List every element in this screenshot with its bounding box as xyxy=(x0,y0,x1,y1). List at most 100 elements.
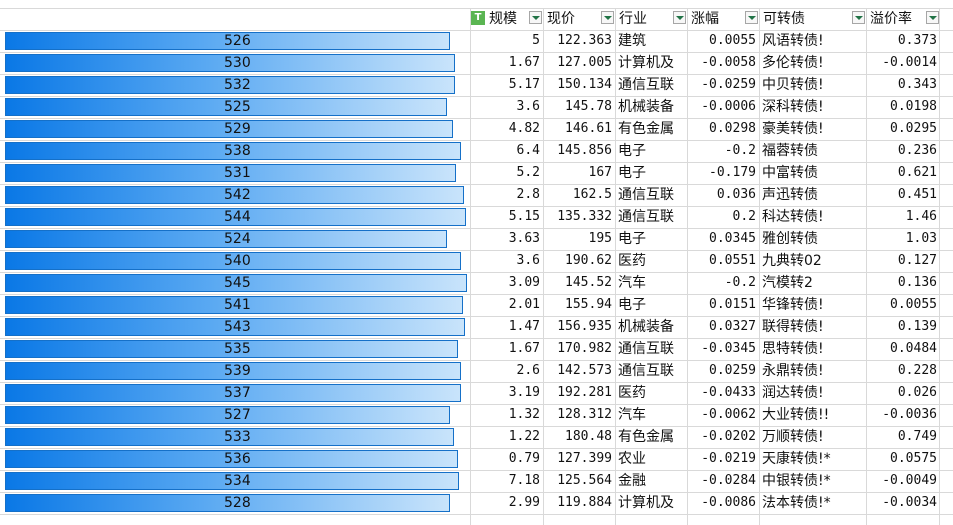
table-row[interactable]: 540 3.6 190.62 医药 0.0551 九典转02 0.127 xyxy=(0,250,953,272)
cell-bond[interactable]: 大业转债!! xyxy=(762,407,830,423)
cell-price[interactable]: 170.982 xyxy=(557,341,612,356)
cell-change[interactable]: -0.0202 xyxy=(701,429,756,444)
table-row[interactable]: 528 2.99 119.884 计算机及 -0.0086 法本转债!* -0.0034 xyxy=(0,492,953,514)
cell-industry[interactable]: 金融 xyxy=(618,473,646,489)
cell-change[interactable]: 0.0551 xyxy=(709,253,756,268)
cell-size[interactable]: 3.6 xyxy=(516,253,540,268)
table-row[interactable]: 538 6.4 145.856 电子 -0.2 福蓉转债 0.236 xyxy=(0,140,953,162)
table-row[interactable]: 529 4.82 146.61 有色金属 0.0298 豪美转债! 0.0295 xyxy=(0,118,953,140)
cell-size[interactable]: 5 xyxy=(532,33,540,48)
cell-bond[interactable]: 深科转债! xyxy=(762,99,824,115)
cell-premium[interactable]: 0.749 xyxy=(897,429,937,444)
cell-premium[interactable]: 0.343 xyxy=(897,77,937,92)
filter-dropdown-icon[interactable] xyxy=(529,11,542,24)
cell-size[interactable]: 1.47 xyxy=(508,319,540,334)
cell-industry[interactable]: 汽车 xyxy=(618,407,646,423)
cell-industry[interactable]: 机械装备 xyxy=(618,99,674,115)
cell-change[interactable]: -0.0062 xyxy=(701,407,756,422)
cell-price[interactable]: 162.5 xyxy=(572,187,612,202)
cell-bond[interactable]: 中富转债 xyxy=(762,165,818,181)
cell-size[interactable]: 0.79 xyxy=(508,451,540,466)
cell-premium[interactable]: 0.136 xyxy=(897,275,937,290)
cell-price[interactable]: 127.399 xyxy=(557,451,612,466)
cell-premium[interactable]: 0.0575 xyxy=(890,451,937,466)
cell-price[interactable]: 150.134 xyxy=(557,77,612,92)
cell-change[interactable]: 0.0327 xyxy=(709,319,756,334)
cell-size[interactable]: 3.09 xyxy=(508,275,540,290)
cell-size[interactable]: 1.32 xyxy=(508,407,540,422)
cell-industry[interactable]: 建筑 xyxy=(618,33,646,49)
cell-size[interactable]: 3.6 xyxy=(516,99,540,114)
cell-price[interactable]: 125.564 xyxy=(557,473,612,488)
column-header-change[interactable]: 涨幅 xyxy=(688,8,759,30)
cell-premium[interactable]: 0.236 xyxy=(897,143,937,158)
cell-bond[interactable]: 汽模转2 xyxy=(762,275,813,291)
cell-change[interactable]: -0.0219 xyxy=(701,451,756,466)
cell-price[interactable]: 167 xyxy=(588,165,612,180)
cell-premium[interactable]: 0.026 xyxy=(897,385,937,400)
cell-bond[interactable]: 中银转债!* xyxy=(762,473,831,489)
cell-change[interactable]: -0.179 xyxy=(709,165,756,180)
cell-premium[interactable]: 0.0055 xyxy=(890,297,937,312)
cell-price[interactable]: 127.005 xyxy=(557,55,612,70)
cell-industry[interactable]: 机械装备 xyxy=(618,319,674,335)
cell-size[interactable]: 5.15 xyxy=(508,209,540,224)
cell-size[interactable]: 5.17 xyxy=(508,77,540,92)
cell-price[interactable]: 122.363 xyxy=(557,33,612,48)
cell-price[interactable]: 128.312 xyxy=(557,407,612,422)
cell-premium[interactable]: 1.46 xyxy=(905,209,937,224)
cell-bond[interactable]: 科达转债! xyxy=(762,209,824,225)
cell-industry[interactable]: 医药 xyxy=(618,385,646,401)
cell-premium[interactable]: 0.228 xyxy=(897,363,937,378)
cell-price[interactable]: 119.884 xyxy=(557,495,612,510)
table-row[interactable]: 542 2.8 162.5 通信互联 0.036 声迅转债 0.451 xyxy=(0,184,953,206)
filter-dropdown-icon[interactable] xyxy=(745,11,758,24)
cell-change[interactable]: 0.2 xyxy=(732,209,756,224)
cell-bond[interactable]: 法本转债!* xyxy=(762,495,831,511)
cell-size[interactable]: 7.18 xyxy=(508,473,540,488)
cell-change[interactable]: 0.0298 xyxy=(709,121,756,136)
cell-industry[interactable]: 电子 xyxy=(618,143,646,159)
filter-dropdown-icon[interactable] xyxy=(673,11,686,24)
cell-change[interactable]: 0.0151 xyxy=(709,297,756,312)
cell-industry[interactable]: 通信互联 xyxy=(618,341,674,357)
cell-industry[interactable]: 汽车 xyxy=(618,275,646,291)
cell-change[interactable]: 0.0345 xyxy=(709,231,756,246)
cell-change[interactable]: -0.0086 xyxy=(701,495,756,510)
cell-size[interactable]: 4.82 xyxy=(508,121,540,136)
column-header-price[interactable]: 现价 xyxy=(544,8,615,30)
table-row[interactable]: 539 2.6 142.573 通信互联 0.0259 永鼎转债! 0.228 xyxy=(0,360,953,382)
cell-bond[interactable]: 天康转债!* xyxy=(762,451,831,467)
cell-change[interactable]: -0.0284 xyxy=(701,473,756,488)
table-row[interactable]: 527 1.32 128.312 汽车 -0.0062 大业转债!! -0.0036 xyxy=(0,404,953,426)
cell-bond[interactable]: 雅创转债 xyxy=(762,231,818,247)
cell-price[interactable]: 135.332 xyxy=(557,209,612,224)
cell-price[interactable]: 195 xyxy=(588,231,612,246)
cell-industry[interactable]: 农业 xyxy=(618,451,646,467)
cell-industry[interactable]: 电子 xyxy=(618,297,646,313)
table-row[interactable]: 544 5.15 135.332 通信互联 0.2 科达转债! 1.46 xyxy=(0,206,953,228)
cell-change[interactable]: 0.036 xyxy=(716,187,756,202)
cell-price[interactable]: 180.48 xyxy=(565,429,612,444)
cell-industry[interactable]: 电子 xyxy=(618,231,646,247)
table-row[interactable]: 533 1.22 180.48 有色金属 -0.0202 万顺转债! 0.749 xyxy=(0,426,953,448)
cell-bond[interactable]: 声迅转债 xyxy=(762,187,818,203)
cell-industry[interactable]: 通信互联 xyxy=(618,209,674,225)
cell-bond[interactable]: 福蓉转债 xyxy=(762,143,818,159)
cell-industry[interactable]: 计算机及 xyxy=(618,495,674,511)
cell-premium[interactable]: 0.0198 xyxy=(890,99,937,114)
column-header-industry[interactable]: 行业 xyxy=(616,8,687,30)
cell-bond[interactable]: 中贝转债! xyxy=(762,77,824,93)
cell-price[interactable]: 145.78 xyxy=(565,99,612,114)
column-header-bond[interactable]: 可转债 xyxy=(760,8,866,30)
cell-premium[interactable]: 0.373 xyxy=(897,33,937,48)
cell-industry[interactable]: 通信互联 xyxy=(618,77,674,93)
column-header-size[interactable]: T 规模 xyxy=(471,8,543,30)
cell-price[interactable]: 156.935 xyxy=(557,319,612,334)
table-row[interactable]: 543 1.47 156.935 机械装备 0.0327 联得转债! 0.139 xyxy=(0,316,953,338)
cell-bond[interactable]: 万顺转债! xyxy=(762,429,824,445)
cell-premium[interactable]: 1.03 xyxy=(905,231,937,246)
cell-price[interactable]: 155.94 xyxy=(565,297,612,312)
cell-premium[interactable]: 0.451 xyxy=(897,187,937,202)
cell-change[interactable]: -0.2 xyxy=(724,275,756,290)
